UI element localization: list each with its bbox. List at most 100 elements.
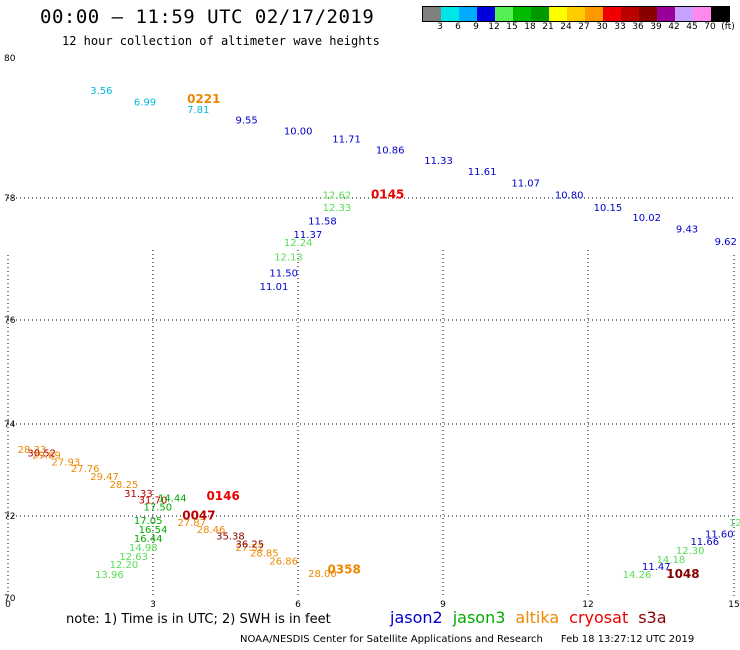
wave-height-value: 26.86 [269,556,298,567]
latitude-label: 78 [4,194,16,204]
wave-height-value: 14.98 [129,543,158,554]
wave-height-value: 12.63 [119,552,148,563]
color-scale-label: 36 [632,22,644,32]
color-swatch [423,7,441,21]
chart-subtitle: 12 hour collection of altimeter wave hei… [62,34,380,48]
wave-height-value: 27.87 [177,518,206,529]
color-swatch [441,7,459,21]
wave-height-value: 36.25 [235,540,264,551]
wave-height-map: 80 78 76 74 72 700 3 6 9 12 15 3.56 6.99 7.81 9.55 10.… [4,54,740,610]
wave-height-value: 11.33 [424,156,453,167]
longitude-label: 6 [295,600,301,610]
wave-height-value: 27.52 [235,543,264,554]
color-swatch [639,7,657,21]
wave-height-value: 12.13 [274,253,303,264]
satellite-legend: jason2 jason3 altika cryosat s3a [390,608,677,627]
wave-height-value: 11.07 [511,178,540,189]
wave-height-value: 29.47 [90,472,119,483]
color-scale-label: 42 [668,22,680,32]
wave-height-value: 11.60 [705,529,734,540]
wave-height-value: 11.47 [642,562,671,573]
wave-height-value: 12.62 [323,190,352,201]
wave-height-value: 9.55 [235,115,257,126]
longitude-label: 3 [150,600,156,610]
color-swatch [585,7,603,21]
wave-height-value: 35.38 [216,532,245,543]
map-grid [7,197,735,598]
legend-entry-jason2: jason2 [390,608,443,627]
footer-timestamp: Feb 18 13:27:12 UTC 2019 [560,634,695,645]
wave-height-value: 28.00 [308,569,337,580]
latitude-label: 70 [4,594,16,604]
wave-height-value: 10.02 [632,213,661,224]
wave-height-value: 11.58 [308,217,337,228]
latitude-label: 72 [4,512,15,522]
units-note: note: 1) Time is in UTC; 2) SWH is in fe… [66,612,331,627]
color-swatch [513,7,531,21]
color-swatch [477,7,495,21]
color-scale-label: 27 [578,22,590,32]
color-scale-label: 15 [506,22,518,32]
color-scale-label: 30 [596,22,608,32]
legend-entry-cryosat: cryosat [569,608,629,627]
wave-height-value: 12.20 [110,560,139,571]
wave-height-value: 27.76 [71,464,100,475]
latitude-label: 76 [4,316,16,326]
color-swatch [657,7,675,21]
color-scale-label: 18 [524,22,536,32]
footer-org: NOAA/NESDIS Center for Satellite Applica… [240,634,543,645]
color-scale-label: 3 [437,22,443,32]
wave-height-points: 3.56 6.99 7.81 9.55 10.00 11.71 10.86 11.33 11.6… [18,86,740,581]
pass-time-label: 0047 [182,508,215,522]
wave-height-value: 11.61 [468,167,497,178]
longitude-label: 15 [728,600,739,610]
wave-height-value: 12.33 [323,203,352,214]
color-swatch [711,7,729,21]
wave-height-value: 27.93 [52,457,81,468]
wave-height-value: 12.30 [676,546,705,557]
color-scale-label: 24 [560,22,572,32]
wave-height-value: 10.00 [284,127,313,138]
color-swatch [603,7,621,21]
legend-entry-s3a: s3a [638,608,667,627]
wave-height-value: 7.81 [187,105,209,116]
axis-labels: 80 78 76 74 72 700 3 6 9 12 15 [4,54,740,610]
wave-height-value: 14.18 [657,555,686,566]
wave-height-value: 16.54 [139,525,168,536]
color-swatch [567,7,585,21]
wave-height-value: 28.33 [18,445,47,456]
color-scale-label: 70 [704,22,716,32]
color-swatch [495,7,513,21]
wave-height-value: 11.66 [690,537,719,548]
wave-height-value: 10.15 [594,203,623,214]
pass-time-label: 0146 [206,489,239,503]
wave-height-value: 10.80 [555,190,584,201]
color-swatch [693,7,711,21]
color-scale-label: 12 [488,22,500,32]
color-scale-bar [422,6,730,22]
color-scale-label: 45 [686,22,698,32]
legend-entry-jason3: jason3 [452,608,506,627]
wave-height-value: 9.62 [715,237,737,248]
wave-height-value: 30.52 [27,448,56,459]
wave-height-value: 10.86 [376,145,405,156]
wave-height-value: 3.56 [90,86,112,97]
pass-time-label: 1048 [666,567,699,581]
wave-height-value: 13.96 [95,570,124,581]
pass-time-label: 0145 [371,187,404,201]
latitude-label: 74 [4,420,16,430]
chart-title: 00:00 – 11:59 UTC 02/17/2019 [40,6,375,28]
wave-height-value: 17.05 [134,516,163,527]
wave-height-value: 9.43 [676,225,698,236]
pass-time-label: 0358 [327,562,360,576]
wave-height-value: 16.44 [134,534,163,545]
color-scale-labels: 3 6 9 12 15 18 21 24 27 30 33 36 39 42 45 70 (ft) [422,22,740,34]
legend-entry-altika: altika [515,608,560,627]
wave-height-value: 31.33 [124,489,153,500]
wave-height-value: 11.50 [269,268,298,279]
wave-height-value: 12.57 [729,518,740,529]
pass-time-label: 0221 [187,92,220,106]
color-swatch [621,7,639,21]
color-scale-label: (ft) [721,22,735,32]
pass-time-labels: 0221 0145 0146 0047 0358 1048 [182,92,699,581]
